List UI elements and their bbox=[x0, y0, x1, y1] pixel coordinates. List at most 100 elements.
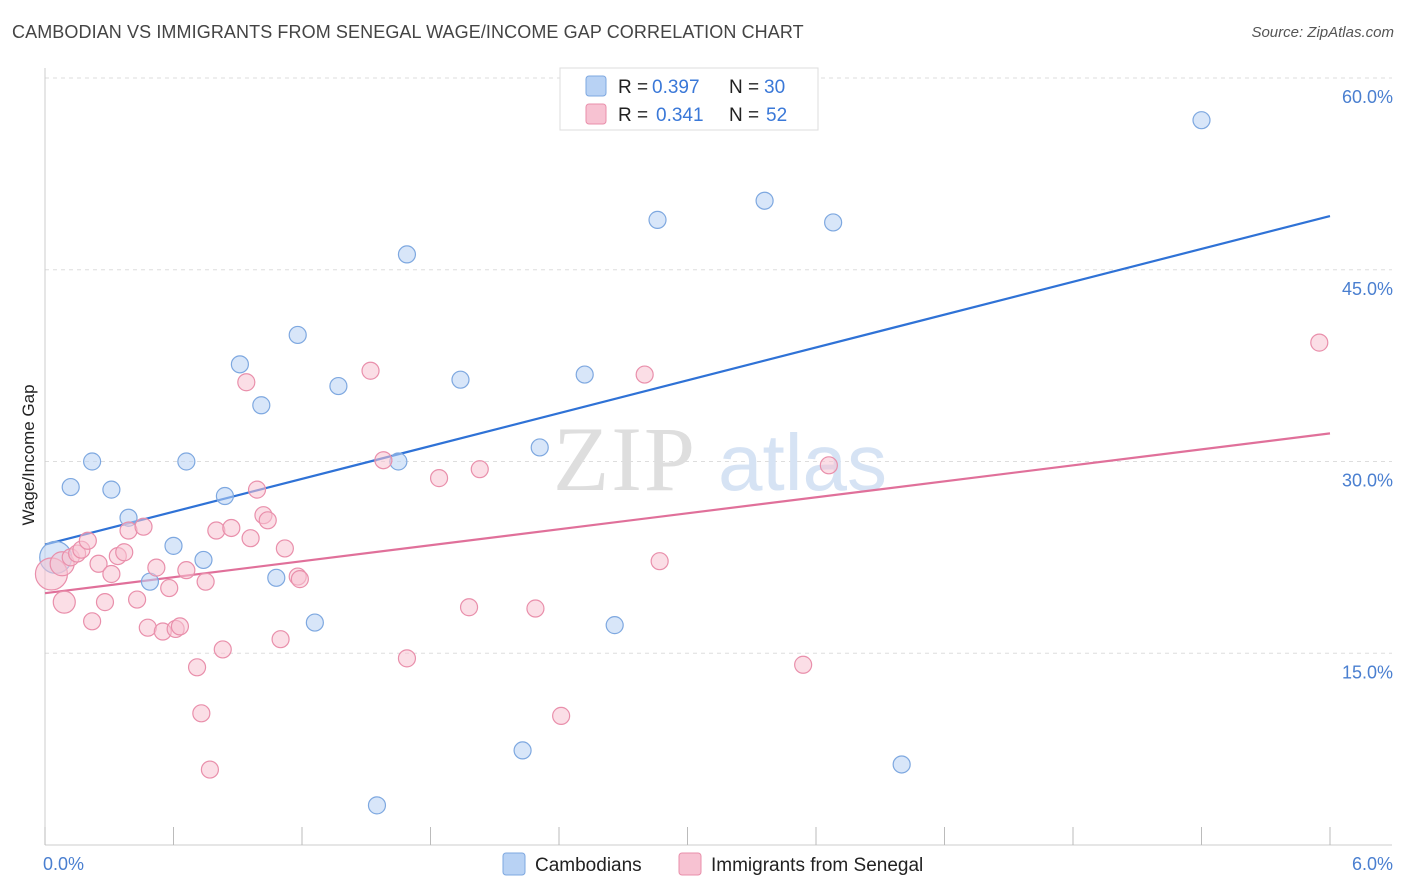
point-senegal-39 bbox=[361, 361, 380, 380]
point-senegal-38 bbox=[290, 570, 309, 589]
point-cambodian-29 bbox=[1192, 111, 1211, 130]
point-senegal-26 bbox=[200, 760, 220, 779]
y-tick-label-2: 45.0% bbox=[1342, 279, 1393, 299]
point-senegal-51 bbox=[1310, 333, 1329, 352]
point-senegal-47 bbox=[635, 365, 654, 384]
legend-r-label-1: R = bbox=[618, 77, 648, 98]
data-points bbox=[34, 86, 1329, 815]
point-cambodian-7 bbox=[177, 452, 196, 471]
point-senegal-42 bbox=[429, 469, 449, 488]
y-tick-label-3: 60.0% bbox=[1342, 87, 1393, 107]
legend-box: R = 0.397 N = 30 R = 0.341 N = 52 bbox=[559, 67, 819, 131]
legend-swatch-cambodians bbox=[585, 75, 607, 97]
point-senegal-35 bbox=[271, 630, 290, 649]
x-tick-label-min: 0.0% bbox=[43, 854, 84, 874]
bottom-legend-swatch-senegal bbox=[678, 852, 702, 876]
point-senegal-48 bbox=[650, 552, 669, 571]
trend-line-senegal bbox=[44, 432, 1331, 595]
point-cambodian-17 bbox=[389, 452, 408, 471]
point-cambodian-16 bbox=[367, 796, 387, 815]
point-cambodian-6 bbox=[164, 536, 183, 555]
point-senegal-7 bbox=[83, 612, 102, 631]
bottom-legend-swatch-cambodians bbox=[502, 852, 526, 876]
legend-n-label-2: N = bbox=[729, 105, 759, 126]
point-senegal-17 bbox=[147, 558, 166, 577]
point-cambodian-28 bbox=[892, 755, 911, 774]
point-senegal-21 bbox=[170, 617, 190, 636]
point-senegal-50 bbox=[819, 456, 838, 475]
point-senegal-22 bbox=[177, 561, 196, 580]
bottom-legend-label-senegal: Immigrants from Senegal bbox=[711, 855, 923, 876]
watermark-atlas: atlas bbox=[718, 418, 887, 507]
point-senegal-16 bbox=[138, 618, 157, 637]
point-cambodian-10 bbox=[230, 355, 249, 374]
point-senegal-14 bbox=[127, 590, 147, 609]
point-cambodian-24 bbox=[648, 210, 667, 229]
point-senegal-43 bbox=[459, 598, 479, 617]
point-senegal-40 bbox=[374, 451, 393, 470]
point-cambodian-8 bbox=[194, 550, 213, 570]
legend-n-label-1: N = bbox=[729, 77, 759, 98]
point-senegal-10 bbox=[102, 564, 121, 584]
point-senegal-36 bbox=[275, 539, 294, 558]
point-senegal-23 bbox=[187, 658, 207, 677]
point-cambodian-27 bbox=[824, 213, 843, 232]
y-tick-label-0: 15.0% bbox=[1342, 662, 1393, 682]
point-cambodian-18 bbox=[397, 245, 417, 264]
point-cambodian-13 bbox=[288, 325, 307, 345]
point-cambodian-23 bbox=[605, 616, 624, 635]
source-credit: Source: ZipAtlas.com bbox=[1251, 24, 1394, 41]
point-senegal-34 bbox=[258, 511, 277, 530]
x-tick-label-max: 6.0% bbox=[1352, 854, 1393, 874]
point-senegal-31 bbox=[241, 529, 260, 548]
point-senegal-15 bbox=[134, 517, 153, 536]
point-senegal-32 bbox=[247, 480, 267, 499]
point-senegal-12 bbox=[115, 543, 134, 562]
axes bbox=[44, 68, 1392, 846]
point-senegal-8 bbox=[89, 554, 108, 573]
point-senegal-30 bbox=[237, 373, 256, 392]
point-cambodian-2 bbox=[83, 452, 102, 471]
bottom-legend-label-cambodians: Cambodians bbox=[535, 855, 642, 876]
point-cambodian-14 bbox=[305, 613, 324, 632]
point-senegal-2 bbox=[52, 590, 76, 614]
point-cambodian-12 bbox=[267, 568, 286, 587]
point-cambodian-26 bbox=[755, 191, 774, 210]
y-axis-label: Wage/Income Gap bbox=[19, 384, 38, 525]
point-senegal-6 bbox=[78, 531, 97, 550]
point-senegal-29 bbox=[222, 518, 241, 538]
watermark-zip: ZIP bbox=[553, 408, 697, 510]
point-senegal-28 bbox=[213, 640, 232, 659]
legend-r-value-1: 0.397 bbox=[652, 77, 700, 98]
point-cambodian-3 bbox=[102, 480, 121, 499]
bottom-legend: Cambodians Immigrants from Senegal bbox=[502, 852, 923, 876]
point-cambodian-20 bbox=[513, 741, 532, 760]
point-senegal-49 bbox=[794, 655, 813, 674]
point-cambodian-9 bbox=[215, 486, 234, 506]
point-senegal-41 bbox=[397, 649, 417, 668]
legend-n-value-1: 30 bbox=[764, 77, 785, 98]
watermark: ZIP atlas bbox=[553, 408, 887, 510]
legend-swatch-senegal bbox=[585, 103, 607, 125]
legend-r-value-2: 0.341 bbox=[656, 105, 704, 126]
point-senegal-19 bbox=[160, 578, 179, 598]
point-cambodian-1 bbox=[61, 477, 80, 497]
legend-n-value-2: 52 bbox=[766, 105, 787, 126]
legend-r-label-2: R = bbox=[618, 105, 648, 126]
point-senegal-25 bbox=[196, 572, 215, 591]
point-cambodian-15 bbox=[329, 376, 348, 396]
y-tick-labels: 15.0% 30.0% 45.0% 60.0% bbox=[1342, 87, 1393, 682]
point-senegal-44 bbox=[470, 460, 489, 479]
trend-lines bbox=[44, 214, 1331, 595]
point-senegal-9 bbox=[95, 593, 115, 612]
chart-title: CAMBODIAN VS IMMIGRANTS FROM SENEGAL WAG… bbox=[12, 22, 804, 42]
y-tick-label-1: 30.0% bbox=[1342, 471, 1393, 491]
point-cambodian-11 bbox=[252, 396, 271, 415]
point-senegal-27 bbox=[207, 521, 226, 540]
point-cambodian-21 bbox=[530, 438, 549, 457]
point-senegal-45 bbox=[526, 599, 545, 618]
point-senegal-13 bbox=[119, 521, 138, 540]
point-cambodian-22 bbox=[575, 365, 594, 384]
point-senegal-46 bbox=[552, 706, 571, 725]
